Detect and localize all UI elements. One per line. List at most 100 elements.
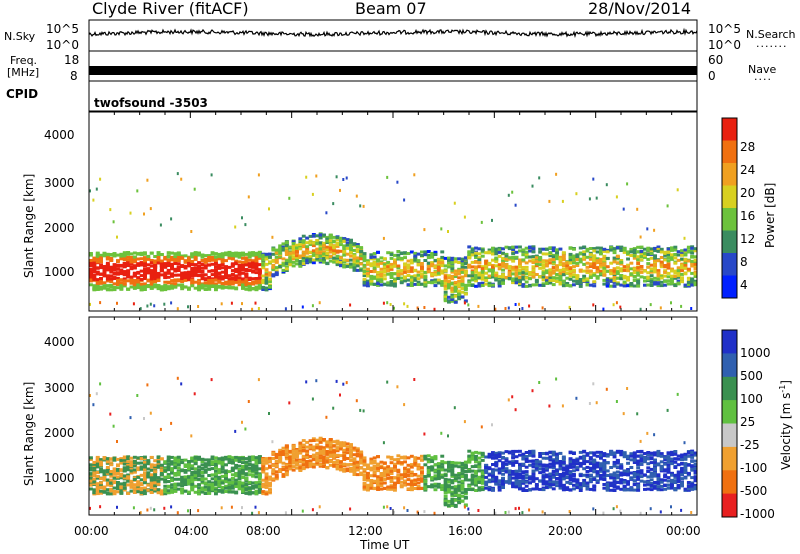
- power-cell: [578, 284, 583, 288]
- velocity-cell: [308, 455, 313, 458]
- velocity-cell: [116, 481, 120, 484]
- power-cell: [558, 282, 563, 286]
- velocity-cell: [224, 470, 228, 474]
- power-cell: [193, 266, 198, 270]
- velocity-cell: [116, 457, 120, 461]
- power-cell: [460, 279, 465, 283]
- power-cell: [143, 288, 147, 291]
- velocity-cell: [311, 439, 316, 442]
- power-cell: [477, 304, 480, 308]
- power-cell: [440, 250, 445, 254]
- power-cell: [460, 262, 465, 266]
- power-cell: [389, 253, 394, 257]
- power-cell: [116, 281, 120, 285]
- velocity-cell: [332, 461, 337, 464]
- power-cell: [288, 256, 293, 260]
- velocity-cell: [203, 468, 208, 472]
- power-cell: [261, 262, 266, 266]
- velocity-cell: [318, 505, 321, 509]
- power-cell: [673, 271, 678, 275]
- power-cell: [463, 265, 468, 269]
- power-cell: [676, 281, 681, 285]
- power-cell: [193, 255, 198, 259]
- velocity-cell: [220, 462, 225, 466]
- power-cell: [403, 256, 407, 260]
- power-cell: [291, 240, 296, 244]
- velocity-cell: [224, 457, 228, 461]
- power-cell: [399, 269, 404, 273]
- power-cell: [376, 278, 380, 281]
- power-cell: [528, 255, 532, 259]
- power-cell: [491, 275, 495, 279]
- velocity-cell: [126, 479, 131, 483]
- power-cell: [227, 265, 232, 269]
- velocity-cell: [126, 457, 131, 461]
- power-cell: [413, 173, 416, 177]
- power-cell: [193, 263, 198, 267]
- power-cell: [453, 269, 458, 273]
- power-cell: [210, 173, 213, 177]
- power-cell: [234, 274, 239, 278]
- power-cell: [345, 258, 350, 262]
- power-cell: [643, 251, 647, 255]
- power-cell: [531, 247, 536, 251]
- power-cell: [382, 282, 387, 286]
- velocity-cell: [89, 487, 93, 491]
- power-cell: [207, 259, 212, 263]
- power-cell: [605, 250, 610, 254]
- velocity-cell: [237, 458, 242, 462]
- velocity-cell: [376, 455, 380, 459]
- power-cell: [325, 237, 330, 241]
- velocity-cell: [146, 488, 151, 492]
- power-cell: [105, 266, 110, 270]
- power-cell: [656, 269, 661, 273]
- power-cell: [308, 234, 313, 238]
- power-cell: [477, 284, 482, 288]
- velocity-cell: [318, 451, 323, 455]
- power-cell: [153, 272, 158, 276]
- power-cell: [220, 270, 225, 274]
- power-cell: [129, 211, 132, 215]
- power-cell: [163, 280, 168, 284]
- power-cell: [521, 253, 526, 257]
- velocity-cell: [92, 460, 97, 464]
- power-cell: [619, 262, 624, 266]
- power-cell: [366, 267, 370, 271]
- vel-cb-tick-m500: -500: [740, 484, 768, 498]
- velocity-cell: [301, 466, 306, 470]
- power-cell: [636, 250, 641, 254]
- power-cell: [599, 249, 603, 253]
- velocity-cell: [359, 473, 364, 476]
- velocity-cell: [153, 476, 158, 480]
- velocity-cell: [149, 483, 154, 487]
- velocity-cell: [95, 489, 100, 493]
- power-cell: [247, 282, 252, 286]
- power-cell: [241, 279, 245, 283]
- velocity-cell: [322, 459, 326, 463]
- velocity-cell: [403, 403, 406, 407]
- velocity-cell: [116, 487, 120, 491]
- velocity-cell: [379, 460, 384, 464]
- velocity-cell: [322, 446, 326, 450]
- power-cell: [220, 252, 225, 256]
- power-cell: [328, 246, 333, 250]
- power-cell: [129, 267, 134, 270]
- power-cell: [170, 272, 174, 276]
- velocity-cell: [166, 485, 171, 489]
- velocity-cell: [382, 474, 387, 478]
- velocity-cell: [119, 461, 124, 465]
- power-cell: [629, 273, 634, 277]
- velocity-cell: [328, 447, 333, 451]
- power-cell: [166, 270, 171, 274]
- velocity-cell: [230, 490, 235, 494]
- power-cell: [470, 265, 475, 269]
- power-cell: [318, 252, 323, 256]
- power-cell: [261, 288, 266, 291]
- velocity-cell: [268, 484, 272, 488]
- power-cell: [379, 270, 384, 274]
- power-cell: [497, 281, 502, 285]
- power-cell: [153, 265, 158, 269]
- power-cell: [541, 278, 546, 282]
- power-cell: [288, 263, 293, 267]
- velocity-cell: [403, 466, 407, 470]
